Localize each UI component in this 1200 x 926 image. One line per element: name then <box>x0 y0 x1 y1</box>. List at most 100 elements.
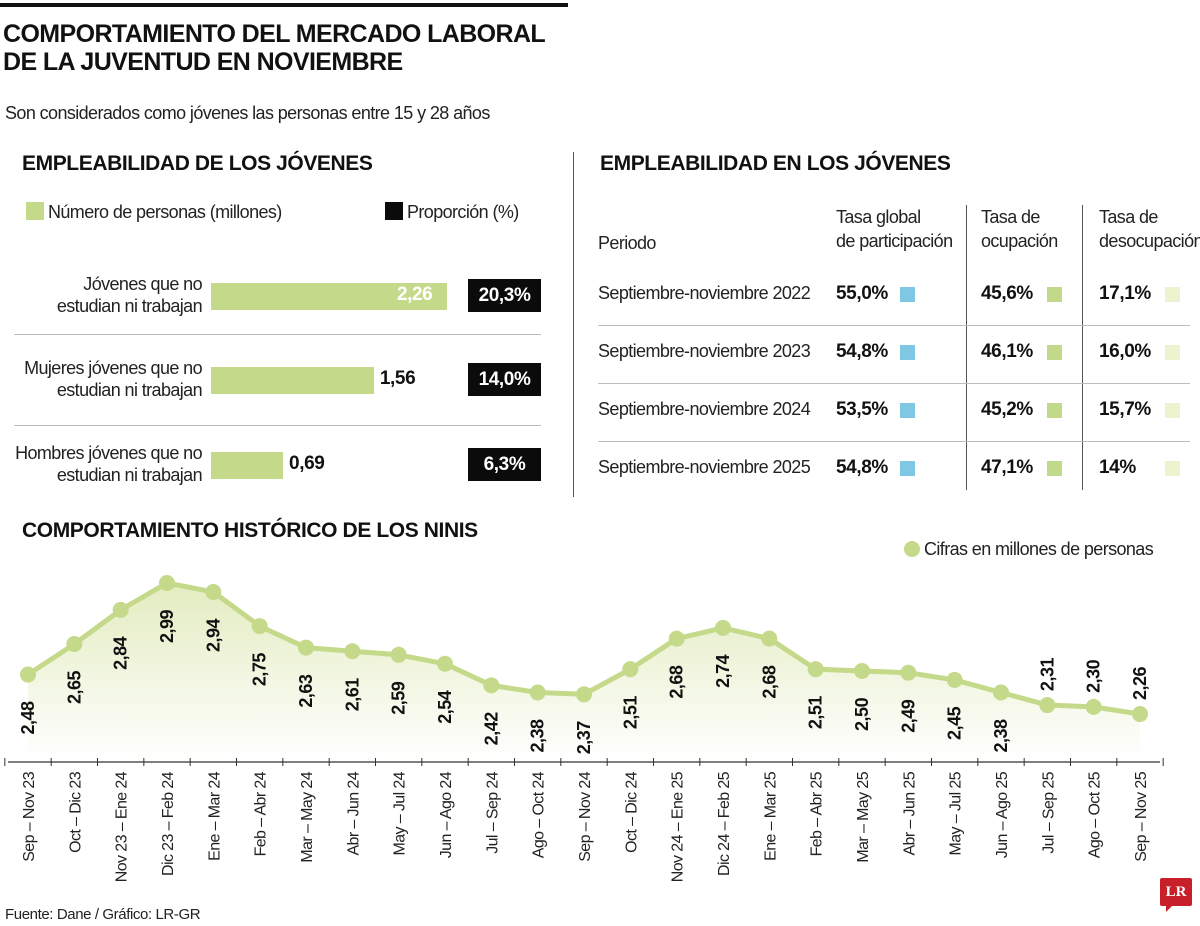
color-swatch <box>1165 345 1180 360</box>
bar-category-line: Jóvenes que no <box>83 274 202 294</box>
proportion-badge: 20,3% <box>468 279 541 312</box>
row-divider <box>598 325 1190 326</box>
data-label: 2,63 <box>296 674 316 708</box>
data-point <box>761 630 778 647</box>
x-tick-label: Feb – Abr 24 <box>253 771 270 856</box>
data-point <box>854 662 870 679</box>
bar-category-line: Hombres jóvenes que no <box>15 443 203 463</box>
data-label: 2,74 <box>713 654 733 688</box>
table-cell-desocupacion: 16,0% <box>1099 341 1151 362</box>
page-title: COMPORTAMIENTO DEL MERCADO LABORAL DE LA… <box>3 20 546 76</box>
table-cell-ocupacion: 46,1% <box>981 341 1033 362</box>
x-tick-label: Abr – Jun 24 <box>345 771 362 855</box>
data-point <box>205 583 222 600</box>
title-line-2: DE LA JUVENTUD EN NOVIEMBRE <box>3 48 403 76</box>
x-tick-label: Oct – Dic 24 <box>623 771 640 853</box>
color-swatch <box>900 345 915 360</box>
proportion-badge: 14,0% <box>468 363 541 396</box>
data-point <box>668 630 685 647</box>
data-point <box>1039 697 1056 714</box>
column-divider <box>966 205 967 490</box>
data-label: 2,30 <box>1084 659 1104 693</box>
data-label: 2,65 <box>64 671 84 705</box>
data-point <box>622 661 639 678</box>
x-tick-label: Jun – Ago 25 <box>994 771 1011 858</box>
title-line-1: COMPORTAMIENTO DEL MERCADO LABORAL <box>3 20 546 48</box>
data-point <box>251 618 268 635</box>
data-point <box>20 666 36 683</box>
table-cell-ocupacion: 47,1% <box>981 457 1033 478</box>
data-point <box>159 575 175 591</box>
data-label: 2,49 <box>898 699 918 733</box>
data-label: 2,68 <box>759 665 779 699</box>
data-point <box>529 684 546 701</box>
color-swatch <box>900 287 915 302</box>
data-point <box>1085 698 1102 715</box>
table-section-title: EMPLEABILIDAD EN LOS JÓVENES <box>600 152 951 175</box>
data-label: 2,38 <box>991 719 1011 753</box>
table-cell-global: 53,5% <box>836 399 888 420</box>
table-cell-periodo: Septiembre-noviembre 2025 <box>598 457 811 477</box>
proportion-badge: 6,3% <box>468 448 541 481</box>
x-tick-label: Dic 23 – Feb 24 <box>160 771 177 876</box>
x-tick-label: Ene – Mar 24 <box>206 771 223 861</box>
divider <box>14 334 541 335</box>
color-swatch <box>1047 287 1062 302</box>
color-swatch <box>900 403 915 418</box>
x-tick-label: Mar – May 24 <box>299 771 316 862</box>
data-label: 2,50 <box>852 697 872 731</box>
x-tick-label: Jul – Sep 24 <box>484 771 501 853</box>
data-point <box>900 664 917 681</box>
x-tick-label: Mar – May 25 <box>855 771 872 862</box>
data-point <box>576 686 592 703</box>
table-cell-desocupacion: 14% <box>1099 457 1136 478</box>
bar-value-label: 0,69 <box>289 453 325 474</box>
data-point <box>66 636 83 653</box>
bar-value-label: 2,26 <box>396 284 433 305</box>
col-header-line: de participación <box>836 231 953 251</box>
color-swatch <box>1165 287 1180 302</box>
row-divider <box>598 383 1190 384</box>
data-label: 2,42 <box>481 712 501 746</box>
top-rule <box>0 3 568 7</box>
col-header-ocupacion: Tasa de ocupación <box>981 205 1058 253</box>
col-header-line: Tasa global <box>836 207 921 227</box>
data-label: 2,99 <box>157 609 177 643</box>
bar-category-line: estudian ni trabajan <box>56 380 203 400</box>
col-header-line: Tasa de <box>1099 207 1158 227</box>
table-cell-ocupacion: 45,2% <box>981 399 1033 420</box>
x-tick-label: Jun – Ago 24 <box>438 771 455 858</box>
line-legend-label: Cifras en millones de personas <box>924 539 1154 559</box>
table-cell-periodo: Septiembre-noviembre 2022 <box>598 283 811 303</box>
data-point <box>344 643 361 660</box>
data-label: 2,68 <box>667 665 687 699</box>
data-point <box>946 671 963 688</box>
legend-swatch-green <box>26 202 44 220</box>
col-header-line: desocupación <box>1099 231 1200 251</box>
data-label: 2,51 <box>806 696 826 730</box>
data-label: 2,37 <box>574 721 594 755</box>
legend-people: Número de personas (millones) <box>26 202 282 223</box>
x-tick-label: Feb – Abr 25 <box>809 771 826 856</box>
color-swatch <box>900 461 915 476</box>
data-point <box>993 684 1009 701</box>
data-label: 2,94 <box>203 618 223 652</box>
x-tick-label: Nov 24 – Ene 25 <box>670 771 687 882</box>
bar <box>211 452 284 479</box>
bar-category-label: Mujeres jóvenes que no estudian ni trabaj… <box>12 357 203 401</box>
data-label: 2,61 <box>342 678 362 712</box>
bar <box>211 367 374 394</box>
col-header-line: Tasa de <box>981 207 1040 227</box>
table-cell-desocupacion: 17,1% <box>1099 283 1151 304</box>
bar-value-label: 1,56 <box>379 368 416 389</box>
lr-logo: LR <box>1160 878 1192 912</box>
x-tick-label: Sep – Nov 23 <box>21 771 38 861</box>
x-tick-label: Ago – Oct 24 <box>531 771 548 858</box>
line-chart: 2,48 Sep – Nov 23 2,65 Oct – Dic 23 2,84 Nov … <box>4 575 1164 882</box>
data-point <box>390 646 407 663</box>
table-cell-global: 55,0% <box>836 283 888 304</box>
legend-proportion: Proporción (%) <box>385 202 519 223</box>
data-label: 2,38 <box>528 719 548 753</box>
line-chart-title: COMPORTAMIENTO HISTÓRICO DE LOS NINIS <box>22 519 478 542</box>
data-label: 2,26 <box>1130 667 1150 701</box>
